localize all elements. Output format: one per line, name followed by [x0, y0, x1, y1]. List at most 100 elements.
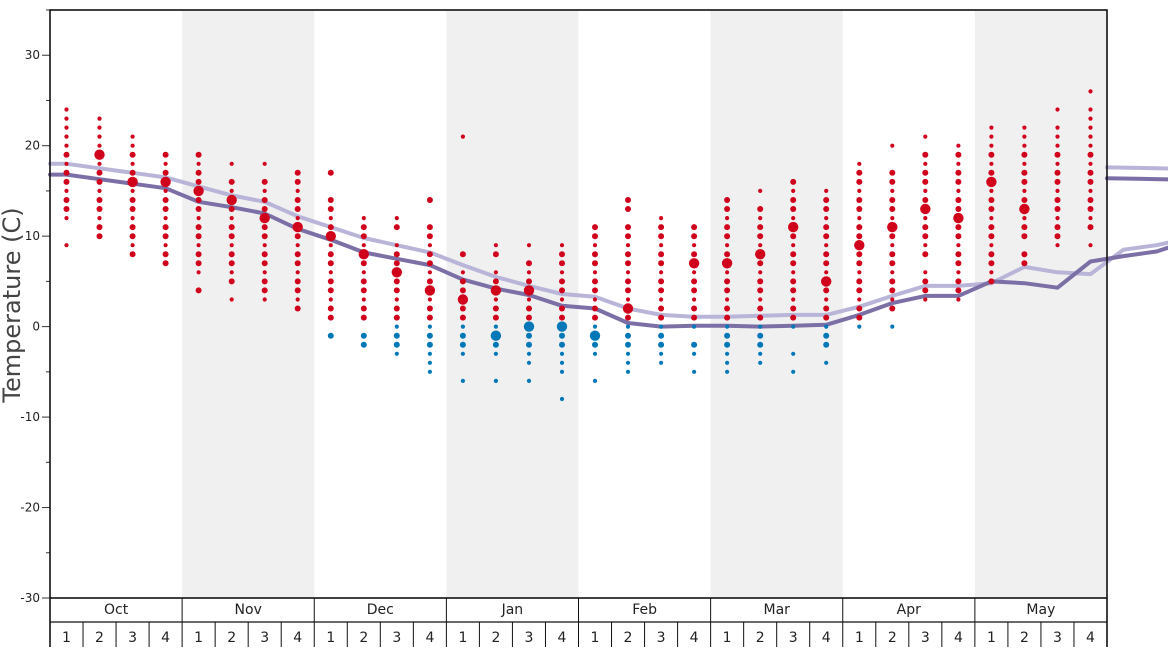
warm-dot — [559, 287, 565, 294]
warm-dot — [856, 287, 863, 294]
week-label: 3 — [260, 630, 269, 646]
warm-dot — [162, 224, 169, 231]
warm-dot — [923, 188, 928, 193]
warm-dot — [956, 270, 961, 275]
cold-dot — [823, 332, 830, 339]
week-label: 1 — [194, 630, 203, 646]
cold-dot — [592, 341, 598, 348]
warm-dot — [923, 216, 928, 221]
warm-dot — [1054, 197, 1061, 203]
warm-dot — [526, 297, 532, 302]
warm-dot — [658, 278, 665, 285]
month-label-may: May — [1026, 602, 1055, 618]
warm-dot — [459, 251, 466, 258]
warm-dot — [955, 197, 962, 203]
warm-dot — [1088, 107, 1093, 112]
warm-dot — [63, 151, 70, 158]
warm-dot — [989, 161, 994, 166]
warm-dot — [523, 285, 535, 296]
warm-dot — [857, 297, 862, 302]
warm-dot — [427, 297, 432, 302]
warm-dot — [922, 151, 929, 158]
cold-dot — [559, 351, 565, 356]
warm-dot — [1088, 161, 1093, 166]
cold-dot — [394, 324, 399, 329]
warm-dot — [130, 161, 135, 166]
warm-dot — [955, 278, 962, 285]
warm-dot — [955, 233, 962, 240]
warm-dot — [757, 278, 764, 285]
warm-dot — [724, 224, 731, 231]
warm-dot — [361, 297, 366, 302]
week-label: 1 — [62, 630, 71, 646]
warm-dot — [228, 224, 235, 231]
warm-dot — [889, 233, 896, 240]
cold-dot — [625, 369, 631, 374]
warm-dot — [922, 251, 929, 258]
warm-dot — [1055, 107, 1060, 112]
warm-dot — [1021, 224, 1028, 231]
week-label: 4 — [822, 630, 831, 646]
warm-dot — [923, 134, 928, 139]
cold-dot — [427, 351, 432, 356]
warm-dot — [757, 224, 764, 231]
warm-dot — [1022, 143, 1027, 148]
cold-dot — [460, 324, 465, 329]
warm-dot — [856, 260, 863, 267]
week-label: 2 — [756, 630, 765, 646]
warm-dot — [790, 178, 797, 185]
warm-dot — [261, 233, 268, 240]
warm-dot — [97, 134, 102, 139]
week-label: 3 — [392, 630, 401, 646]
warm-dot — [692, 243, 697, 248]
warm-dot — [459, 287, 466, 294]
warm-dot — [163, 161, 168, 166]
warm-dot — [658, 233, 665, 240]
month-label-mar: Mar — [763, 602, 790, 618]
cold-dot — [589, 330, 601, 341]
warm-dot — [129, 151, 136, 158]
warm-dot — [97, 216, 102, 221]
warm-dot — [922, 224, 929, 231]
warm-dot — [327, 224, 334, 231]
warm-dot — [988, 260, 995, 267]
warm-dot — [986, 176, 997, 188]
cold-dot — [658, 332, 665, 339]
temperature-lines — [48, 161, 1168, 329]
cold-dot — [393, 332, 400, 339]
cold-dot — [758, 351, 763, 356]
warm-dot — [196, 243, 201, 248]
warm-dot — [195, 206, 202, 212]
week-label: 1 — [326, 630, 335, 646]
cold-dot — [559, 396, 565, 402]
cold-dot — [658, 341, 665, 348]
warm-dot — [658, 305, 665, 312]
warm-dot — [195, 151, 202, 158]
warm-dot — [96, 178, 103, 185]
warm-dot — [1087, 178, 1094, 185]
warm-dot — [64, 116, 69, 121]
cold-dot — [427, 324, 432, 329]
warm-dot — [1088, 116, 1093, 121]
warm-dot — [889, 197, 896, 203]
warm-dot — [1088, 243, 1093, 248]
warm-dot — [1021, 169, 1028, 176]
warm-dot — [856, 224, 863, 231]
warm-dot — [193, 185, 204, 197]
cold-dot — [725, 360, 730, 365]
week-label: 1 — [855, 630, 864, 646]
warm-dot — [592, 314, 598, 321]
warm-dot — [1055, 125, 1060, 130]
warm-dot — [955, 169, 962, 176]
y-tick-label: -10 — [20, 410, 40, 424]
warm-dot — [360, 305, 367, 312]
warm-dot — [1054, 233, 1061, 240]
shade-nov — [182, 10, 315, 598]
warm-dot — [790, 197, 797, 203]
warm-dot — [325, 231, 336, 242]
warm-dot — [725, 243, 730, 248]
warm-dot — [328, 297, 333, 302]
warm-dot — [63, 169, 70, 176]
warm-dot — [790, 233, 797, 240]
warm-dot — [195, 169, 202, 176]
